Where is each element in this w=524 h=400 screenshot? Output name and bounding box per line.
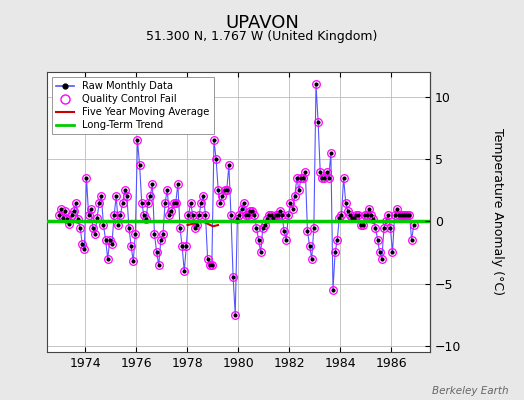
Text: Temperature Anomaly (°C): Temperature Anomaly (°C) (492, 128, 504, 296)
Text: UPAVON: UPAVON (225, 14, 299, 32)
Text: 51.300 N, 1.767 W (United Kingdom): 51.300 N, 1.767 W (United Kingdom) (146, 30, 378, 43)
Legend: Raw Monthly Data, Quality Control Fail, Five Year Moving Average, Long-Term Tren: Raw Monthly Data, Quality Control Fail, … (52, 77, 214, 134)
Text: Berkeley Earth: Berkeley Earth (432, 386, 508, 396)
